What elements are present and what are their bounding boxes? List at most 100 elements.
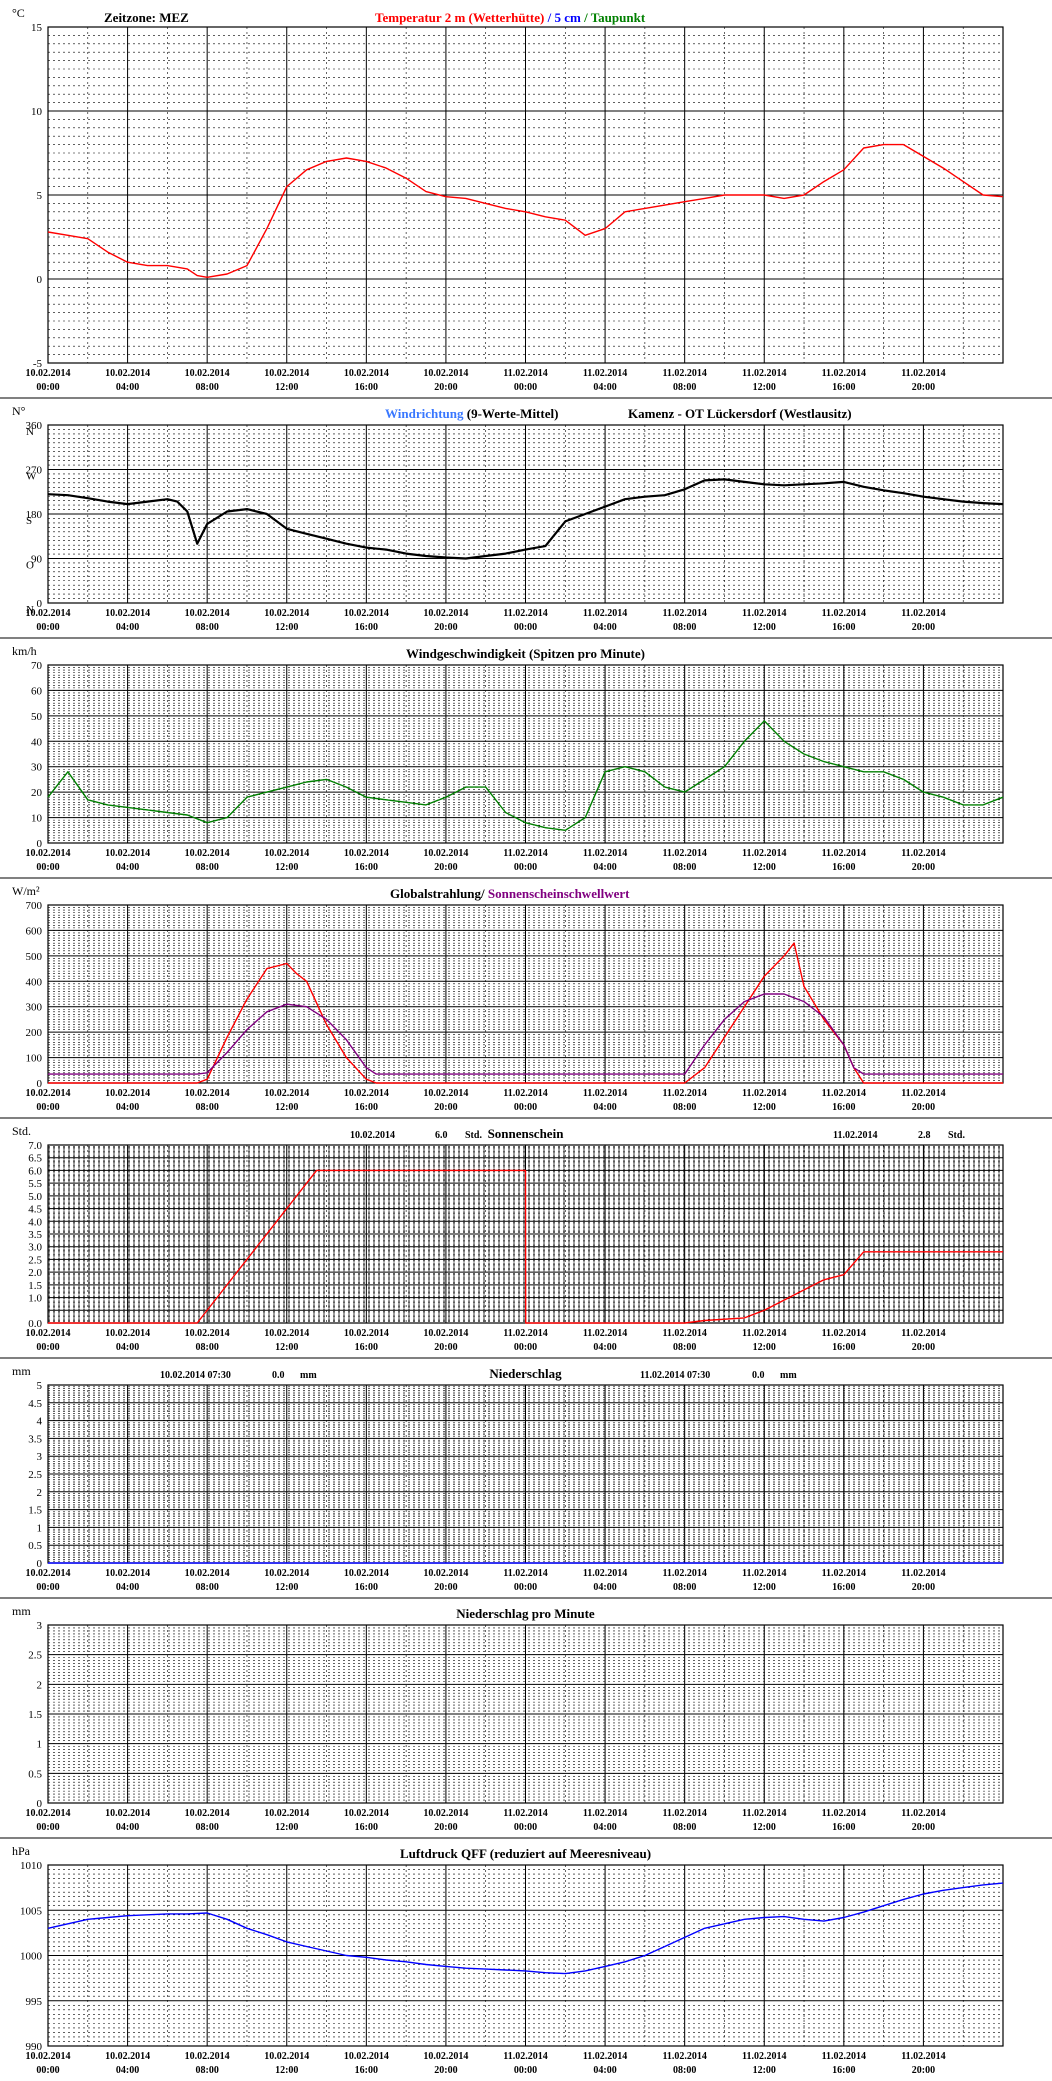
y-tick-label: 700	[26, 900, 43, 912]
plot-frame	[47, 1624, 1004, 1804]
chart-panel-8: 990 995 1000 1005 1010 10.02.2014 00:00 10.02.2…	[0, 1837, 1052, 2076]
x-tick-label: 11.02.2014 20:00	[901, 608, 945, 633]
x-tick-label: 10.02.2014 20:00	[423, 1808, 468, 1833]
y-tick-label: 90	[31, 554, 43, 566]
y-tick-label: 0	[37, 274, 43, 286]
annotation-date: 11.02.2014 07:30	[640, 1370, 710, 1381]
x-tick-label: 10.02.2014 08:00	[185, 1568, 230, 1593]
x-tick-label: 11.02.2014 04:00	[583, 1328, 627, 1353]
chart-panel-7: 0 0.5 1 1.5 2 2.5 3 10.02.2014 00:00 10.02.2014 04…	[0, 1597, 1052, 1833]
x-tick-label: 10.02.2014 12:00	[264, 1328, 309, 1353]
annotation-value: 0.0	[752, 1370, 765, 1381]
x-tick-label: 11.02.2014 12:00	[742, 368, 786, 393]
y-tick-label: 1.5	[28, 1505, 42, 1517]
annotation-date: 10.02.2014 07:30	[160, 1370, 231, 1381]
x-tick-label: 11.02.2014 20:00	[901, 848, 945, 873]
series-line-1	[47, 720, 1004, 831]
x-tick-label: 10.02.2014 04:00	[105, 368, 150, 393]
compass-letter: O	[26, 560, 34, 572]
unit-label: mm	[12, 1364, 31, 1378]
annotation-unit: Std.	[465, 1130, 482, 1141]
x-tick-label: 11.02.2014 08:00	[662, 1568, 706, 1593]
annotation-value: 6.0	[435, 1130, 448, 1141]
x-tick-label: 11.02.2014 16:00	[822, 2051, 866, 2076]
y-tick-label: 60	[31, 685, 43, 697]
y-tick-label: 0	[37, 598, 43, 610]
x-tick-label: 11.02.2014 00:00	[503, 1088, 547, 1113]
x-tick-label: 10.02.2014 04:00	[105, 1328, 150, 1353]
x-tick-label: 11.02.2014 08:00	[662, 848, 706, 873]
x-tick-label: 10.02.2014 04:00	[105, 1568, 150, 1593]
x-tick-label: 10.02.2014 20:00	[423, 1328, 468, 1353]
x-tick-label: 11.02.2014 16:00	[822, 1088, 866, 1113]
y-tick-label: 4.0	[28, 1216, 42, 1228]
annotation-unit: mm	[300, 1370, 317, 1381]
x-tick-label: 10.02.2014 04:00	[105, 608, 150, 633]
y-tick-label: 3.5	[28, 1433, 42, 1445]
y-tick-label: 270	[26, 465, 43, 477]
x-tick-label: 10.02.2014 20:00	[423, 2051, 468, 2076]
x-tick-label: 10.02.2014 20:00	[423, 1088, 468, 1113]
x-tick-label: 10.02.2014 20:00	[423, 608, 468, 633]
x-tick-label: 11.02.2014 20:00	[901, 1328, 945, 1353]
x-tick-label: 10.02.2014 08:00	[185, 368, 230, 393]
chart-title: Niederschlag	[489, 1366, 562, 1381]
y-tick-label: 0	[37, 838, 43, 850]
x-tick-label: 10.02.2014 08:00	[185, 1808, 230, 1833]
y-tick-label: 0	[37, 1798, 43, 1810]
unit-label: hPa	[12, 1844, 31, 1858]
x-tick-label: 10.02.2014 12:00	[264, 1568, 309, 1593]
chart-panel-6: 0 0.5 1 1.5 2 2.5 3 3.5 4 4.5 5 10.02.2014 00:00 10.0…	[0, 1357, 1052, 1593]
unit-label: Std.	[12, 1124, 31, 1138]
x-tick-label: 11.02.2014 04:00	[583, 1088, 627, 1113]
x-tick-label: 11.02.2014 12:00	[742, 2051, 786, 2076]
x-tick-label: 11.02.2014 00:00	[503, 1328, 547, 1353]
x-tick-label: 10.02.2014 04:00	[105, 848, 150, 873]
x-tick-label: 10.02.2014 00:00	[26, 848, 71, 873]
x-tick-label: 11.02.2014 16:00	[822, 608, 866, 633]
x-tick-label: 11.02.2014 04:00	[583, 368, 627, 393]
x-tick-label: 10.02.2014 12:00	[264, 848, 309, 873]
y-tick-label: 5	[37, 190, 43, 202]
x-tick-label: 11.02.2014 00:00	[503, 368, 547, 393]
x-tick-label: 10.02.2014 04:00	[105, 1808, 150, 1833]
x-tick-label: 11.02.2014 04:00	[583, 848, 627, 873]
x-tick-label: 10.02.2014 16:00	[344, 368, 389, 393]
compass-letter: W	[26, 471, 37, 483]
y-tick-label: 5.5	[28, 1178, 42, 1190]
station-name: Kamenz - OT Lückersdorf (Westlausitz)	[628, 406, 852, 421]
chart-panel-5: 0.01.01.52.02.53.03.54.04.55.05.56.06.57…	[0, 1117, 1052, 1353]
unit-label: mm	[12, 1604, 31, 1618]
x-tick-label: 11.02.2014 20:00	[901, 1808, 945, 1833]
x-tick-label: 10.02.2014 08:00	[185, 1088, 230, 1113]
x-tick-label: 10.02.2014 08:00	[185, 608, 230, 633]
plot-frame	[47, 1864, 1004, 2047]
unit-label: km/h	[12, 644, 37, 658]
x-tick-label: 11.02.2014 20:00	[901, 2051, 945, 2076]
x-tick-label: 11.02.2014 16:00	[822, 1568, 866, 1593]
chart-title: Windrichtung (9-Werte-Mittel)	[385, 406, 558, 421]
x-tick-label: 11.02.2014 16:00	[822, 1328, 866, 1353]
x-tick-label: 10.02.2014 04:00	[105, 1088, 150, 1113]
y-tick-label: -5	[33, 358, 43, 370]
major-grid	[47, 1384, 1004, 1564]
chart-panel-4: 0 100 200 300 400 500 600 700 10.02.2014 00:00 10.…	[0, 877, 1052, 1113]
series-line-1	[48, 1169, 1003, 1324]
y-tick-label: 4.5	[28, 1204, 42, 1216]
y-tick-label: 2.5	[28, 1650, 42, 1662]
plot-frame	[47, 424, 1004, 604]
x-tick-label: 11.02.2014 20:00	[901, 368, 945, 393]
series-line-1	[47, 1882, 1004, 1975]
y-tick-label: 70	[31, 660, 43, 672]
annotation-value: 0.0	[272, 1370, 285, 1381]
y-tick-label: 600	[26, 925, 43, 937]
x-tick-label: 10.02.2014 00:00	[26, 608, 71, 633]
y-tick-label: 100	[26, 1053, 43, 1065]
x-tick-label: 11.02.2014 04:00	[583, 608, 627, 633]
chart-panel-3: 0 10 20 30 40 50 60 70 10.02.2014 00:00 10.02.2014…	[0, 637, 1052, 873]
x-tick-label: 10.02.2014 04:00	[105, 2051, 150, 2076]
x-tick-label: 11.02.2014 12:00	[742, 848, 786, 873]
x-tick-label: 10.02.2014 16:00	[344, 1088, 389, 1113]
x-tick-label: 11.02.2014 00:00	[503, 608, 547, 633]
